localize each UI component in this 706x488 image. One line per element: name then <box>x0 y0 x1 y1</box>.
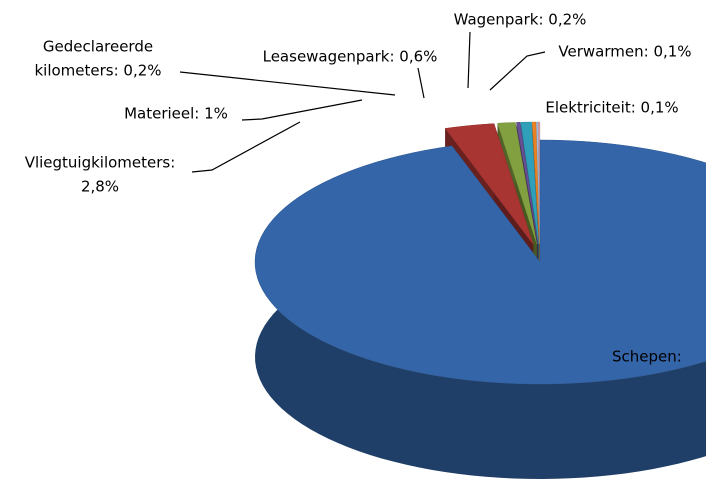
data-label: Wagenpark: 0,2% <box>454 11 587 29</box>
slice <box>520 121 539 245</box>
leader-line <box>467 31 471 89</box>
data-label: Materieel: 1% <box>124 105 228 123</box>
data-label: Gedeclareerde <box>43 38 153 56</box>
leader-line <box>417 67 425 99</box>
data-label: Elektriciteit: 0,1% <box>545 99 678 117</box>
slice <box>444 123 534 245</box>
slice <box>254 139 706 385</box>
slice <box>497 122 538 245</box>
data-label: Vliegtuigkilometers: <box>25 154 176 172</box>
leader-line <box>191 121 301 173</box>
leader-line <box>179 71 396 96</box>
slice <box>516 122 539 245</box>
data-label: Schepen: <box>612 348 682 366</box>
leader-line <box>241 99 363 121</box>
data-label: kilometers: 0,2% <box>34 62 161 80</box>
data-label: Verwarmen: 0,1% <box>558 43 691 61</box>
leader-line <box>489 51 546 91</box>
data-label: Leasewagenpark: 0,6% <box>263 48 438 66</box>
slice <box>535 121 540 245</box>
slice <box>532 121 540 245</box>
data-label: 2,8% <box>81 178 119 196</box>
